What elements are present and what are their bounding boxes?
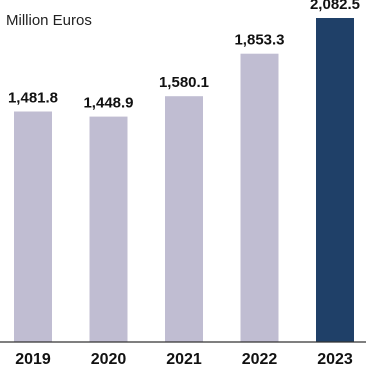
bar-2022 <box>240 53 279 342</box>
x-tick-label-2021: 2021 <box>166 351 202 368</box>
bar-2019 <box>14 111 52 342</box>
bar-2023 <box>316 18 354 342</box>
x-tick-label-2023: 2023 <box>317 351 353 368</box>
bar-2021 <box>165 96 203 342</box>
x-tick-labels-group: 2019 2020 2021 2022 2023 <box>15 351 353 368</box>
value-labels-group: 1,481.8 1,448.9 1,580.1 1,853.3 2,082.5 <box>8 0 360 112</box>
value-label-2022: 1,853.3 <box>234 32 284 49</box>
bars-group <box>14 18 354 342</box>
value-label-2023: 2,082.5 <box>310 0 360 13</box>
x-tick-label-2020: 2020 <box>91 351 127 368</box>
unit-label: Million Euros <box>6 12 92 29</box>
value-label-2020: 1,448.9 <box>83 95 133 112</box>
value-label-2019: 1,481.8 <box>8 90 58 107</box>
value-label-2021: 1,580.1 <box>159 74 209 91</box>
x-tick-label-2019: 2019 <box>15 351 51 368</box>
bar-2020 <box>89 116 128 342</box>
x-tick-label-2022: 2022 <box>242 351 278 368</box>
